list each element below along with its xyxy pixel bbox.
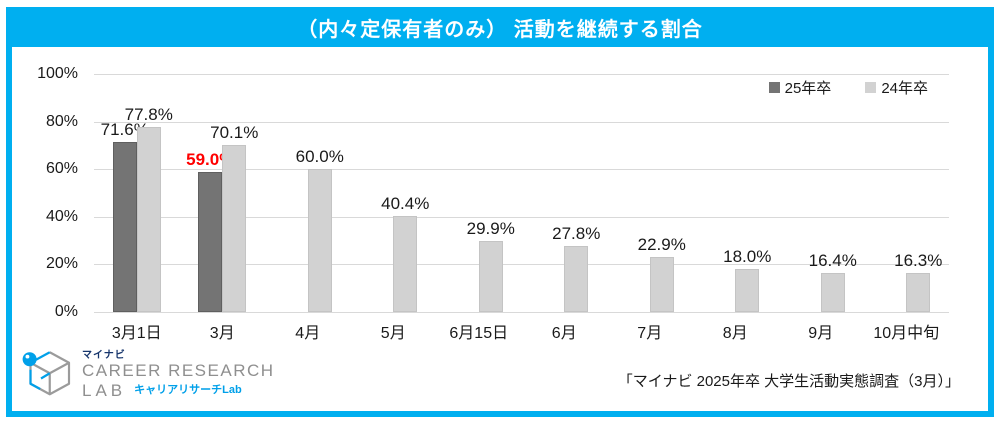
y-tick-label: 0%: [54, 303, 78, 320]
x-tick-label: 7月: [637, 325, 663, 342]
x-tick-label: 6月: [551, 325, 577, 342]
chart-panel: 25年卒 24年卒 0% 20% 40% 60% 80% 100% 71.6% 77.8% 3月1…: [12, 47, 988, 411]
gridline: [94, 169, 949, 171]
bar-24年卒-7月: [649, 257, 674, 312]
bar-value-label: 60.0%: [295, 147, 344, 167]
y-tick-label: 100%: [37, 65, 78, 82]
chart-frame: （内々定保有者のみ） 活動を継続する割合 25年卒 24年卒 0% 20% 40% 60…: [6, 7, 994, 417]
logo-lab: LAB: [82, 380, 127, 400]
bar-24年卒-6月15日: [478, 240, 503, 312]
y-tick-label: 40%: [45, 207, 78, 225]
bar-24年卒-5月: [393, 215, 418, 312]
bar-24年卒-4月: [307, 169, 332, 312]
legend-swatch: [865, 82, 877, 93]
bar-24年卒-9月: [820, 272, 845, 312]
logo-brand: マイナビ: [82, 349, 126, 361]
y-tick-label: 20%: [45, 255, 78, 273]
gridline: [94, 121, 949, 123]
chart-title: （内々定保有者のみ） 活動を継続する割合: [297, 18, 703, 41]
legend-swatch: [768, 82, 780, 93]
bar-value-label: 70.1%: [210, 123, 259, 143]
logo-cube-icon: [22, 351, 71, 396]
legend-item-25年卒: 25年卒: [768, 77, 832, 98]
x-tick-label: 3月: [209, 325, 235, 342]
bar-24年卒-8月: [735, 269, 760, 312]
x-tick-label: 4月: [295, 325, 321, 342]
legend-item-24年卒: 24年卒: [865, 77, 928, 98]
bar-25年卒-3月1日: [112, 141, 137, 312]
bar-value-label: 18.0%: [723, 247, 772, 267]
bar-25年卒-3月: [198, 171, 223, 312]
bar-24年卒-6月: [564, 245, 589, 312]
logo: マイナビ CAREER RESEARCH LAB キャリアリサーチLab: [20, 347, 275, 403]
bar-value-label: 40.4%: [381, 193, 430, 213]
gridline: [94, 264, 949, 266]
bar-value-label: 16.3%: [894, 251, 943, 271]
bar-value-label: 16.4%: [808, 250, 857, 270]
bar-24年卒-3月: [222, 145, 247, 312]
bar-24年卒-3月1日: [136, 126, 161, 312]
x-tick-label: 6月15日: [449, 325, 509, 342]
legend: 25年卒 24年卒: [768, 77, 928, 98]
gridline: [94, 312, 949, 313]
x-tick-label: 10月中旬: [873, 325, 940, 342]
y-tick-label: 80%: [45, 112, 78, 130]
bar-value-label: 22.9%: [637, 235, 686, 255]
bar-value-label: 77.8%: [124, 104, 173, 124]
chart-title-banner: （内々定保有者のみ） 活動を継続する割合: [6, 7, 994, 47]
legend-label: 24年卒: [881, 80, 928, 97]
x-tick-label: 8月: [722, 325, 748, 342]
bar-value-label: 29.9%: [466, 218, 515, 238]
gridline: [94, 216, 949, 218]
logo-career-research: CAREER RESEARCH: [82, 361, 275, 381]
bar-value-label: 27.8%: [552, 223, 601, 243]
legend-label: 25年卒: [784, 80, 832, 97]
plot-area: 0% 20% 40% 60% 80% 100% 71.6% 77.8% 3月1日 59.0% 70.…: [12, 47, 988, 347]
x-tick-label: 3月1日: [111, 325, 162, 342]
gridline: [94, 74, 949, 75]
x-tick-label: 9月: [808, 325, 834, 342]
source-citation: 「マイナビ 2025年卒 大学生活動実態調査（3月）」: [617, 373, 960, 390]
y-tick-label: 60%: [45, 160, 78, 178]
x-tick-label: 5月: [380, 325, 406, 342]
bar-24年卒-10月中旬: [906, 273, 931, 312]
logo-sub-japanese: キャリアリサーチLab: [134, 384, 242, 397]
logo-text: マイナビ CAREER RESEARCH LAB キャリアリサーチLab: [82, 350, 275, 401]
